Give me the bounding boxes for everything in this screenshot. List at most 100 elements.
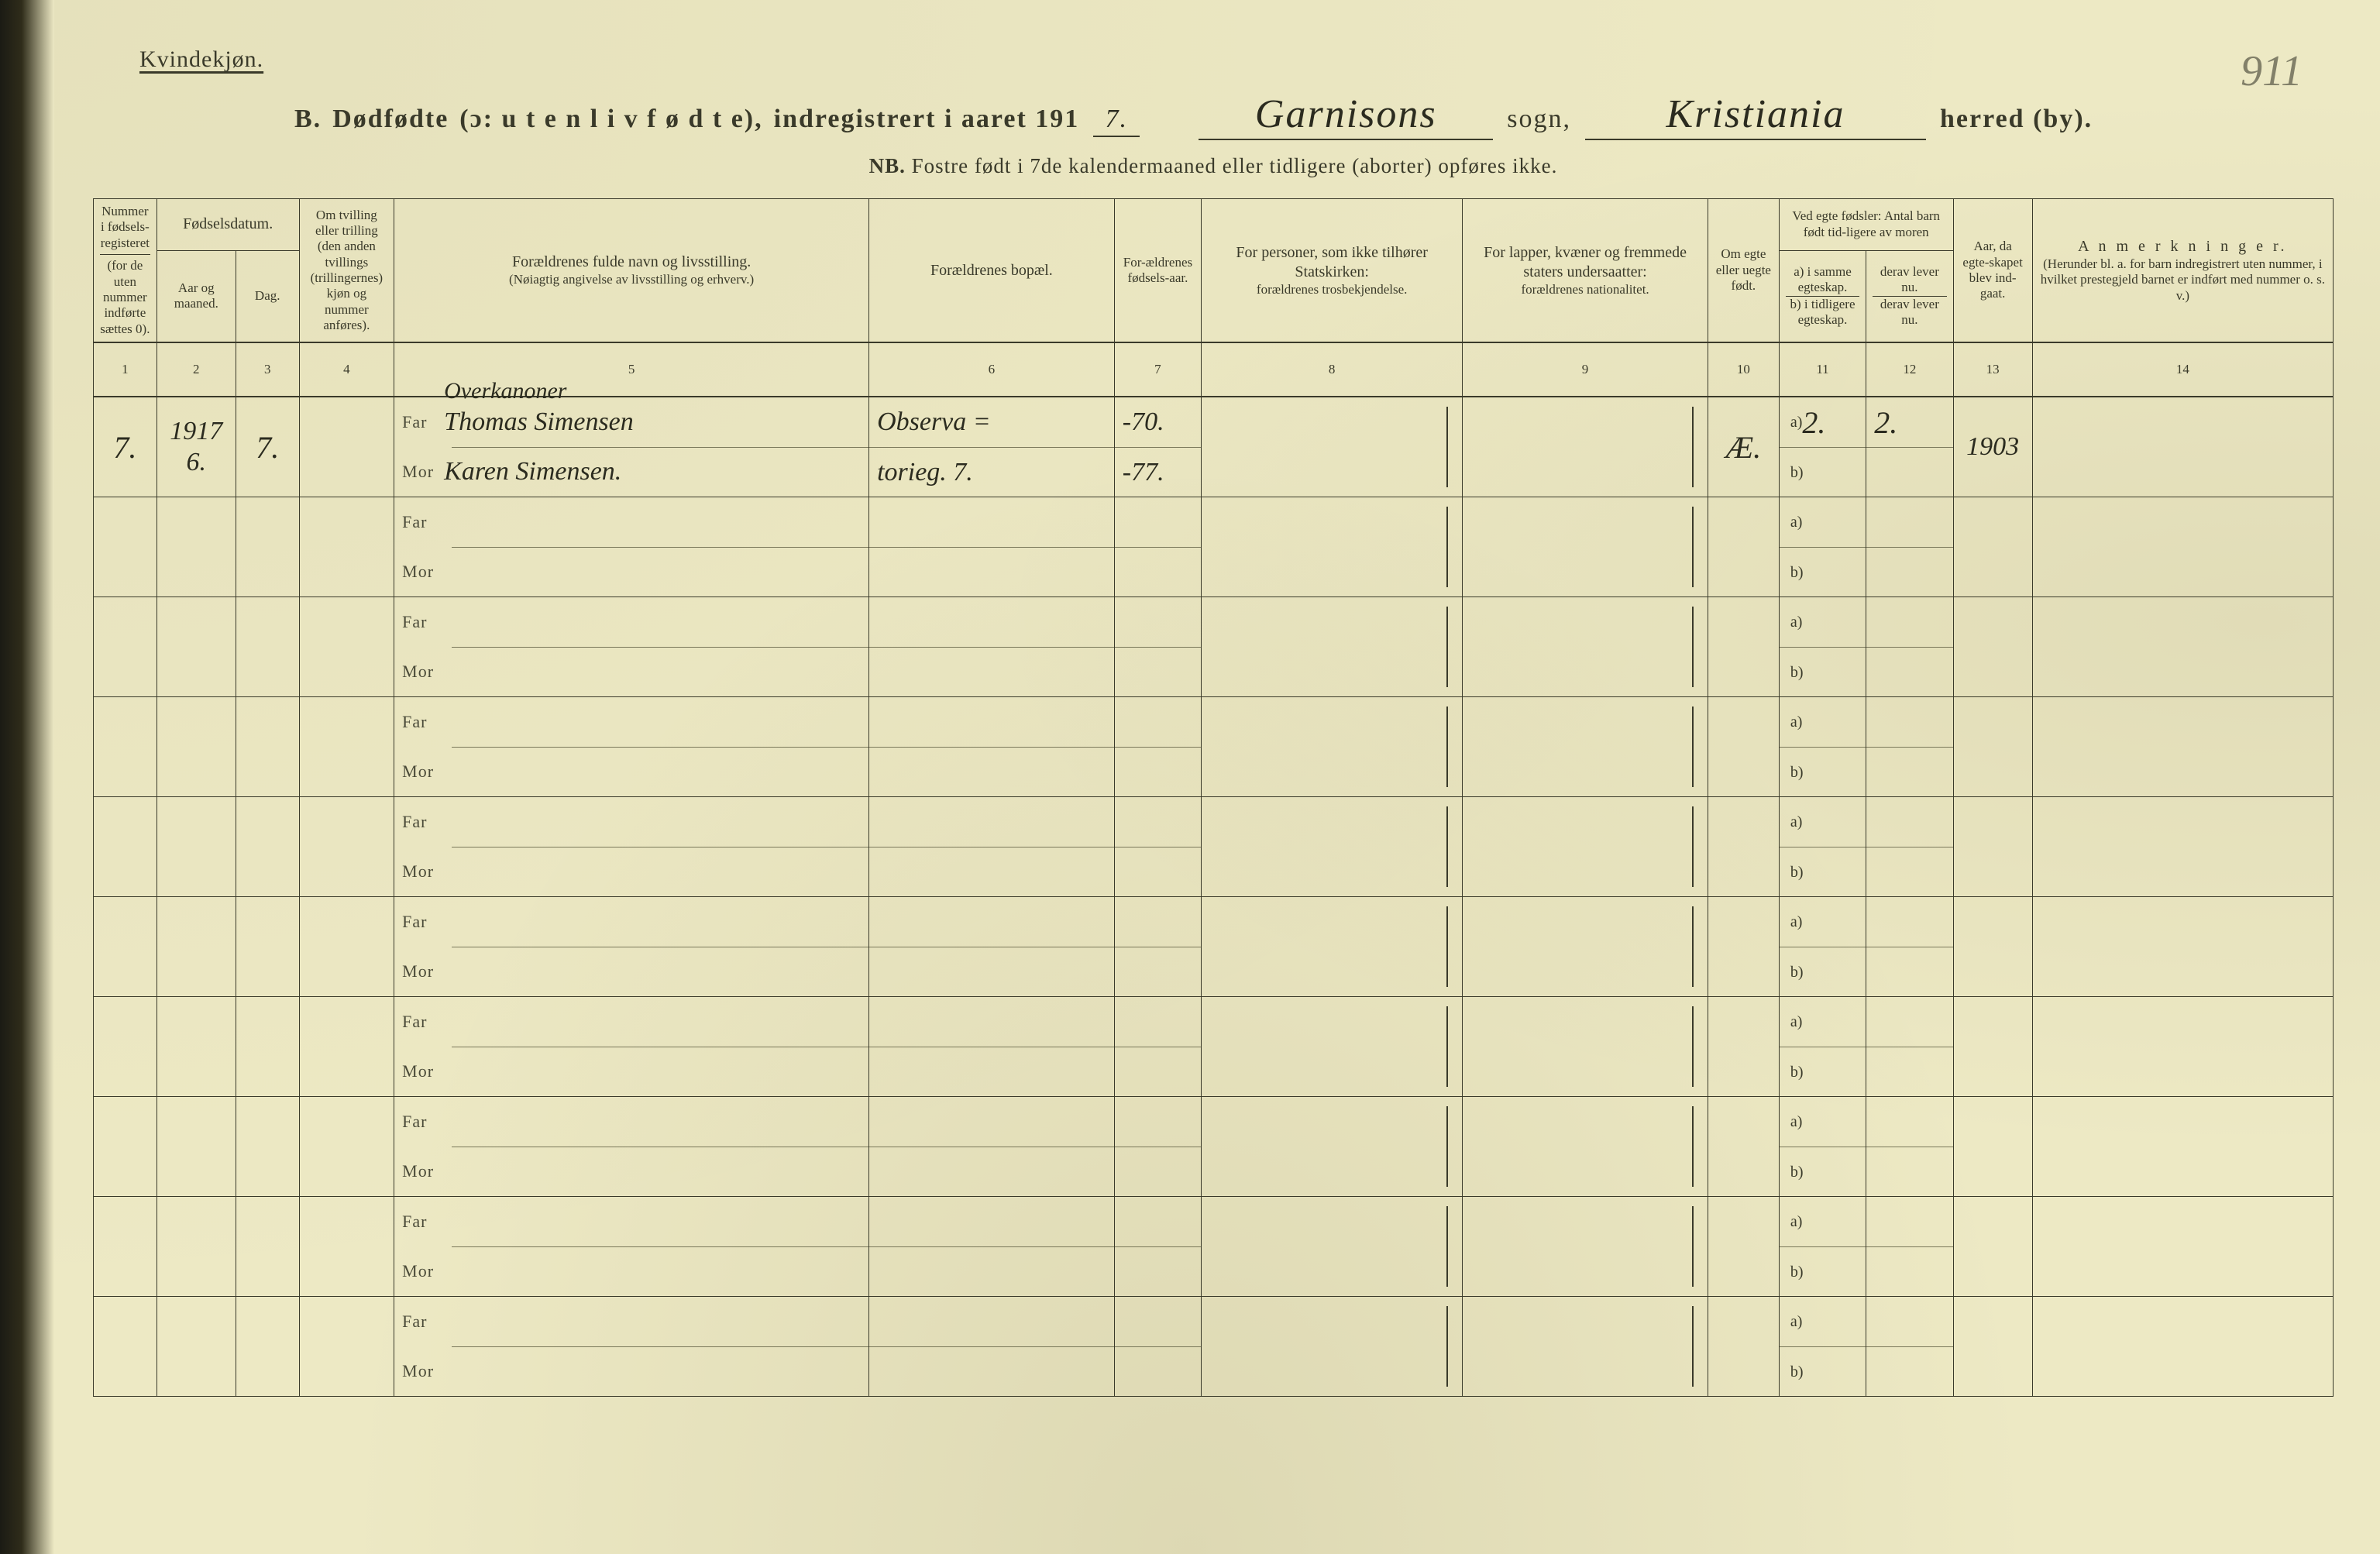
entry-legitimacy bbox=[1708, 997, 1779, 1097]
entry-parents: Far Mor bbox=[394, 997, 869, 1097]
entry-children-a: a) b) bbox=[1779, 1197, 1866, 1297]
entry-address bbox=[869, 597, 1115, 697]
entry-religion bbox=[1202, 397, 1463, 497]
entry-religion bbox=[1202, 597, 1463, 697]
entry-birthyears bbox=[1114, 497, 1201, 597]
entry-legitimacy bbox=[1708, 497, 1779, 597]
entry-parents: Far Mor bbox=[394, 1197, 869, 1297]
entry-year-month bbox=[156, 497, 236, 597]
col7-header: For-ældrenes fødsels-aar. bbox=[1114, 199, 1201, 343]
entry-notes bbox=[2032, 997, 2333, 1097]
entry-year-month bbox=[156, 1197, 236, 1297]
entry-parents: Far Mor bbox=[394, 797, 869, 897]
entry-religion bbox=[1202, 497, 1463, 597]
entry-address bbox=[869, 897, 1115, 997]
table-row: Far Mor a) b) bbox=[94, 597, 2334, 697]
entry-day bbox=[236, 697, 299, 797]
col11-header: a) i samme egteskap. b) i tidligere egte… bbox=[1779, 250, 1866, 342]
table-body: 7.19176.7. Far Overkanoner Thomas Simens… bbox=[94, 397, 2334, 1397]
entry-day bbox=[236, 1297, 299, 1397]
entry-year-month bbox=[156, 1297, 236, 1397]
entry-parents: Far Mor bbox=[394, 497, 869, 597]
entry-twin bbox=[299, 897, 394, 997]
entry-year-month bbox=[156, 697, 236, 797]
entry-religion bbox=[1202, 1097, 1463, 1197]
entry-children-a: a) b) bbox=[1779, 697, 1866, 797]
entry-day bbox=[236, 897, 299, 997]
col5-header: Forældrenes fulde navn og livsstilling. … bbox=[394, 199, 869, 343]
entry-legitimacy bbox=[1708, 1197, 1779, 1297]
entry-birthyears bbox=[1114, 1297, 1201, 1397]
entry-day bbox=[236, 497, 299, 597]
entry-year-month bbox=[156, 897, 236, 997]
entry-number bbox=[94, 1197, 157, 1297]
entry-birthyears bbox=[1114, 997, 1201, 1097]
entry-marriage-year bbox=[1953, 697, 2032, 797]
entry-religion bbox=[1202, 797, 1463, 897]
entry-legitimacy bbox=[1708, 1097, 1779, 1197]
entry-twin bbox=[299, 597, 394, 697]
nb-label: NB. bbox=[869, 154, 906, 177]
entry-notes bbox=[2032, 697, 2333, 797]
entry-children-alive bbox=[1866, 1297, 1953, 1397]
entry-day bbox=[236, 1097, 299, 1197]
entry-marriage-year bbox=[1953, 597, 2032, 697]
entry-birthyears bbox=[1114, 1097, 1201, 1197]
table-row: Far Mor a) b) bbox=[94, 897, 2334, 997]
entry-legitimacy bbox=[1708, 697, 1779, 797]
col4-header: Om tvilling eller trilling (den anden tv… bbox=[299, 199, 394, 343]
entry-twin bbox=[299, 997, 394, 1097]
entry-parents: Far Overkanoner Thomas Simensen MorKaren… bbox=[394, 397, 869, 497]
col6-header: Forældrenes bopæl. bbox=[869, 199, 1115, 343]
entry-nationality bbox=[1463, 497, 1708, 597]
col12-header: derav lever nu. derav lever nu. bbox=[1866, 250, 1953, 342]
entry-religion bbox=[1202, 897, 1463, 997]
entry-legitimacy bbox=[1708, 797, 1779, 897]
entry-marriage-year bbox=[1953, 1297, 2032, 1397]
entry-nationality bbox=[1463, 897, 1708, 997]
entry-notes bbox=[2032, 1097, 2333, 1197]
gender-heading: Kvindekjøn. bbox=[139, 46, 2334, 73]
table-row: Far Mor a) b) bbox=[94, 1297, 2334, 1397]
table-row: Far Mor a) b) bbox=[94, 497, 2334, 597]
form-main-bold: Dødfødte bbox=[332, 105, 449, 134]
entry-marriage-year bbox=[1953, 1097, 2032, 1197]
entry-address: Observa = torieg. 7. bbox=[869, 397, 1115, 497]
entry-day bbox=[236, 597, 299, 697]
page-number-handwritten: 911 bbox=[2241, 46, 2303, 96]
table-row: Far Mor a) b) bbox=[94, 797, 2334, 897]
herred-label: herred (by). bbox=[1940, 105, 2093, 134]
entry-nationality bbox=[1463, 697, 1708, 797]
entry-notes bbox=[2032, 597, 2333, 697]
entry-children-alive: 2. bbox=[1866, 397, 1953, 497]
entry-number bbox=[94, 597, 157, 697]
table-row: 7.19176.7. Far Overkanoner Thomas Simens… bbox=[94, 397, 2334, 497]
col11-12-top: Ved egte fødsler: Antal barn født tid-li… bbox=[1779, 199, 1953, 251]
entry-nationality bbox=[1463, 797, 1708, 897]
entry-children-a: a) 2. b) bbox=[1779, 397, 1866, 497]
ledger-table: Nummer i fødsels-registeret (for de uten… bbox=[93, 198, 2334, 1397]
year-suffix-hand: 7. bbox=[1093, 105, 1140, 137]
entry-address bbox=[869, 697, 1115, 797]
entry-nationality bbox=[1463, 997, 1708, 1097]
entry-children-a: a) b) bbox=[1779, 897, 1866, 997]
entry-marriage-year bbox=[1953, 497, 2032, 597]
entry-children-alive bbox=[1866, 697, 1953, 797]
entry-legitimacy: Æ. bbox=[1708, 397, 1779, 497]
entry-parents: Far Mor bbox=[394, 1097, 869, 1197]
entry-children-alive bbox=[1866, 897, 1953, 997]
col14-header: A n m e r k n i n g e r. (Herunder bl. a… bbox=[2032, 199, 2333, 343]
col1-header: Nummer i fødsels-registeret (for de uten… bbox=[94, 199, 157, 343]
form-prefix: B. bbox=[294, 105, 322, 134]
entry-notes bbox=[2032, 497, 2333, 597]
table-row: Far Mor a) b) bbox=[94, 997, 2334, 1097]
entry-marriage-year bbox=[1953, 897, 2032, 997]
entry-number bbox=[94, 697, 157, 797]
entry-address bbox=[869, 1297, 1115, 1397]
entry-children-a: a) b) bbox=[1779, 997, 1866, 1097]
table-row: Far Mor a) b) bbox=[94, 1197, 2334, 1297]
entry-address bbox=[869, 1197, 1115, 1297]
archival-form-page: 911 Kvindekjøn. B. Dødfødte (ɔ: u t e n … bbox=[0, 0, 2380, 1554]
entry-year-month bbox=[156, 597, 236, 697]
entry-nationality bbox=[1463, 1197, 1708, 1297]
